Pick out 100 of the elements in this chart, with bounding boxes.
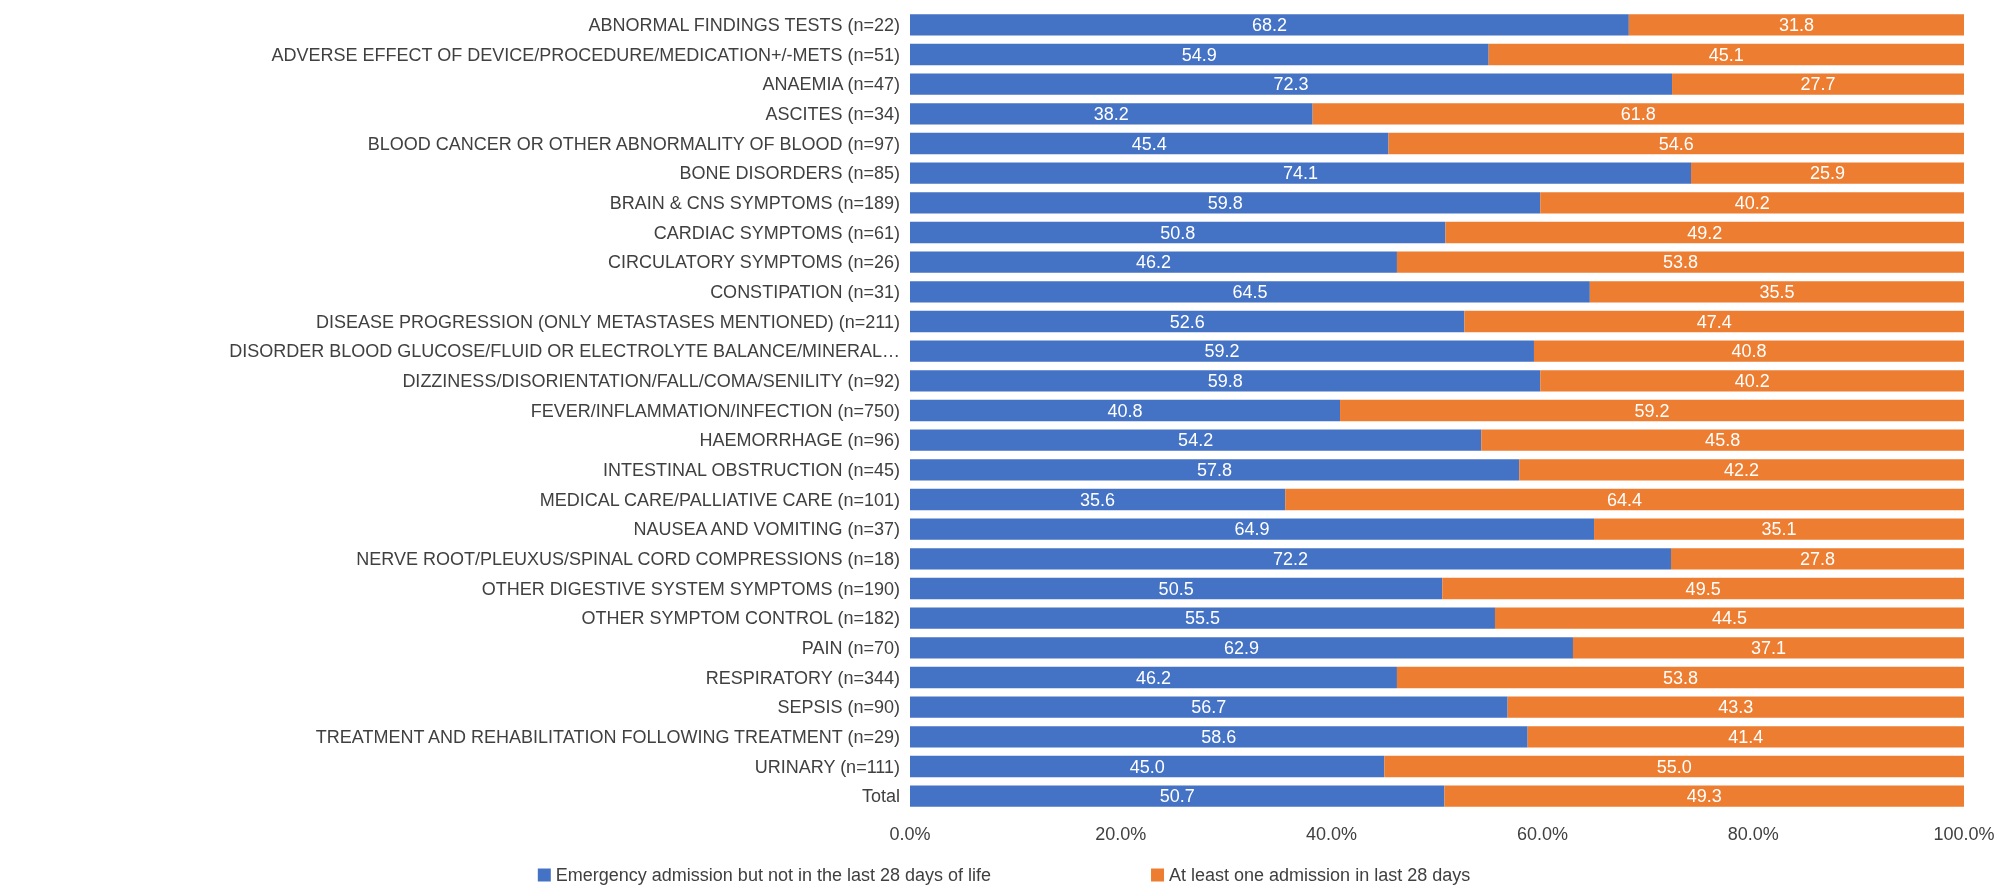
bar — [910, 726, 1528, 748]
y-tick-label: SEPSIS (n=90) — [777, 697, 900, 718]
data-label: 58.6 — [1201, 726, 1237, 747]
data-label: 68.2 — [1251, 14, 1287, 35]
data-label: 41.4 — [1728, 726, 1764, 747]
y-tick-label: HAEMORRHAGE (n=96) — [699, 430, 900, 451]
data-label: 50.7 — [1159, 786, 1195, 807]
bar — [1589, 281, 1964, 303]
y-tick-label: BRAIN & CNS SYMPTOMS (n=189) — [609, 192, 900, 213]
x-tick-label: 40.0% — [1306, 824, 1358, 844]
bar — [1628, 14, 1964, 36]
bar — [910, 607, 1495, 629]
bar — [910, 281, 1590, 303]
data-label: 59.8 — [1207, 370, 1243, 391]
y-tick-label: MEDICAL CARE/PALLIATIVE CARE (n=101) — [539, 489, 900, 510]
bar — [1533, 340, 1964, 362]
data-label: 43.3 — [1718, 697, 1754, 718]
bar — [1396, 666, 1964, 689]
bar — [910, 43, 1489, 66]
data-label: 64.9 — [1234, 519, 1270, 540]
bar — [910, 548, 1671, 570]
bar — [1340, 399, 1964, 422]
data-label: 50.5 — [1158, 578, 1194, 599]
data-label: 54.9 — [1181, 44, 1217, 65]
data-label: 46.2 — [1135, 252, 1171, 273]
data-label: 37.1 — [1750, 637, 1787, 658]
data-label: 45.8 — [1705, 430, 1741, 451]
data-label: 42.2 — [1724, 459, 1760, 480]
bar — [1594, 518, 1964, 540]
bar — [910, 637, 1573, 659]
bar — [1445, 221, 1964, 244]
data-label: 45.0 — [1129, 756, 1165, 777]
data-label: 25.9 — [1809, 163, 1846, 184]
bar — [910, 399, 1341, 422]
data-label: 40.2 — [1734, 192, 1770, 213]
bar — [1388, 132, 1964, 155]
data-label: 38.2 — [1093, 103, 1129, 124]
bar — [1691, 162, 1964, 184]
y-tick-label: BONE DISORDERS (n=85) — [679, 163, 900, 184]
bar — [910, 132, 1389, 155]
data-label: 35.6 — [1080, 489, 1116, 510]
bar — [1444, 785, 1964, 807]
data-label: 64.4 — [1607, 489, 1643, 510]
bar — [910, 103, 1313, 125]
legend-label: At least one admission in last 28 days — [1169, 865, 1471, 885]
data-label: 40.2 — [1734, 370, 1770, 391]
data-label: 40.8 — [1107, 400, 1143, 421]
data-label: 57.8 — [1197, 459, 1233, 480]
data-label: 59.2 — [1204, 341, 1240, 362]
bar — [1670, 548, 1964, 570]
data-label: 54.6 — [1658, 133, 1694, 154]
bar — [1312, 103, 1964, 125]
bar — [910, 162, 1692, 184]
data-label: 56.7 — [1191, 697, 1227, 718]
y-tick-label: OTHER DIGESTIVE SYSTEM SYMPTOMS (n=190) — [481, 578, 900, 599]
bar — [910, 221, 1446, 244]
bar — [910, 488, 1286, 511]
data-label: 53.8 — [1662, 667, 1698, 688]
y-tick-label: NAUSEA AND VOMITING (n=37) — [633, 519, 900, 540]
x-tick-label: 0.0% — [889, 824, 931, 844]
y-tick-label: FEVER/INFLAMMATION/INFECTION (n=750) — [530, 400, 900, 421]
y-tick-label: NERVE ROOT/PLEUXUS/SPINAL CORD COMPRESSIONS (n=18) — [356, 548, 900, 569]
bar — [1507, 696, 1964, 718]
x-tick-label: 80.0% — [1727, 824, 1779, 844]
y-tick-label: OTHER SYMPTOM CONTROL (n=182) — [581, 608, 900, 629]
x-tick-label: 100.0% — [1933, 824, 1995, 844]
data-label: 47.4 — [1696, 311, 1732, 332]
y-tick-label: CIRCULATORY SYMPTOMS (n=26) — [608, 252, 900, 273]
bar — [910, 340, 1534, 362]
data-label: 27.8 — [1799, 548, 1836, 569]
bar — [910, 755, 1385, 778]
bar — [910, 666, 1397, 689]
y-tick-label: TREATMENT AND REHABILITATION FOLLOWING TREATMENT (n=29) — [315, 726, 900, 747]
data-label: 49.2 — [1687, 222, 1723, 243]
y-tick-label: CARDIAC SYMPTOMS (n=61) — [653, 222, 900, 243]
bar — [910, 370, 1541, 392]
y-tick-label: BLOOD CANCER OR OTHER ABNORMALITY OF BLOOD (n=97) — [367, 133, 900, 154]
data-label: 45.4 — [1131, 133, 1167, 154]
data-label: 62.9 — [1223, 637, 1260, 658]
y-tick-label: DISORDER BLOOD GLUCOSE/FLUID OR ELECTROLYTE BALANCE/MINERAL… — [229, 341, 900, 362]
y-tick-label: DISEASE PROGRESSION (ONLY METASTASES MENTIONED) (n=211) — [316, 311, 900, 332]
data-label: 72.3 — [1273, 74, 1309, 95]
bar — [1285, 488, 1964, 511]
data-label: 54.2 — [1178, 430, 1214, 451]
data-label: 55.0 — [1656, 756, 1692, 777]
data-label: 72.2 — [1272, 548, 1309, 569]
y-tick-label: ABNORMAL FINDINGS TESTS (n=22) — [588, 14, 900, 35]
bar — [910, 577, 1443, 600]
data-label: 50.8 — [1160, 222, 1196, 243]
y-tick-label: URINARY (n=111) — [754, 756, 900, 777]
data-label: 53.8 — [1662, 252, 1698, 273]
data-label: 46.2 — [1135, 667, 1171, 688]
y-tick-label: ADVERSE EFFECT OF DEVICE/PROCEDURE/MEDICATION+/-METS (n=51) — [271, 44, 900, 65]
bar — [910, 518, 1595, 540]
data-label: 27.7 — [1800, 74, 1836, 95]
data-label: 45.1 — [1708, 44, 1744, 65]
data-label: 35.5 — [1759, 281, 1795, 302]
data-label: 40.8 — [1731, 341, 1767, 362]
data-label: 74.1 — [1282, 163, 1319, 184]
y-tick-label: DIZZINESS/DISORIENTATION/FALL/COMA/SENILITY (n=92) — [402, 370, 900, 391]
